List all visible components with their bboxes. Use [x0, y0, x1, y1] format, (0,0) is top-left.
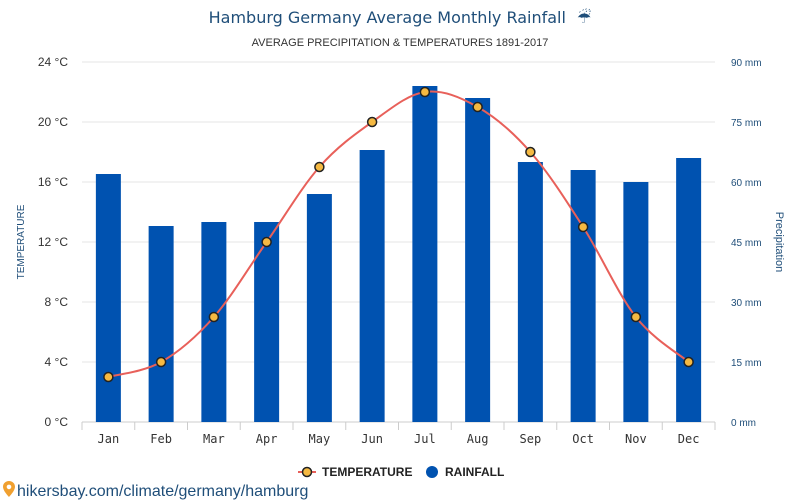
x-tick-label: May	[309, 432, 331, 446]
y-tick-label-left: 8 °C	[45, 295, 69, 309]
temperature-point[interactable]	[683, 356, 694, 368]
bar[interactable]	[306, 194, 332, 422]
y-axis-label-left: TEMPERATURE	[16, 204, 27, 279]
y-axis-left: 0 °C 4 °C 8 °C 12 °C 16 °C 20 °C 24 °C	[38, 55, 68, 429]
y-tick-label-left: 20 °C	[38, 115, 68, 129]
bar[interactable]	[623, 182, 649, 422]
y-tick-label-left: 24 °C	[38, 55, 68, 69]
y-tick-label-right: 0 mm	[731, 418, 756, 429]
map-pin-icon	[3, 481, 15, 497]
y-tick-label-left: 0 °C	[45, 415, 69, 429]
x-tick-label: Jan	[98, 432, 120, 446]
y-tick-label-right: 75 mm	[731, 118, 762, 129]
y-tick-label-right: 45 mm	[731, 238, 762, 249]
y-axis-label-right: Precipitation	[773, 212, 785, 273]
source-link[interactable]: hikersbay.com/climate/germany/hamburg	[3, 481, 308, 500]
bar[interactable]	[465, 98, 491, 422]
chart-title: Hamburg Germany Average Monthly Rainfall…	[209, 7, 592, 27]
y-tick-label-left: 4 °C	[45, 355, 69, 369]
y-tick-label-left: 12 °C	[38, 235, 68, 249]
legend-bar-swatch	[426, 466, 438, 478]
x-tick-label: Sep	[520, 432, 542, 446]
temperature-point[interactable]	[419, 86, 431, 98]
x-tick-label: Feb	[150, 432, 172, 446]
x-tick-label: Jun	[361, 432, 383, 446]
x-tick-label: Jul	[414, 432, 436, 446]
umbrella-icon: ☔	[577, 7, 591, 27]
temperature-point[interactable]	[366, 116, 378, 128]
rainfall-bars	[95, 86, 702, 422]
y-tick-label-right: 15 mm	[731, 358, 762, 369]
temperature-point[interactable]	[472, 101, 483, 113]
bar[interactable]	[570, 170, 596, 422]
temperature-point[interactable]	[630, 311, 642, 323]
y-tick-label-right: 60 mm	[731, 178, 762, 189]
x-tick-label: Dec	[678, 432, 700, 446]
legend-label-temperature: TEMPERATURE	[322, 465, 412, 479]
temperature-points	[103, 86, 694, 383]
legend-label-rainfall: RAINFALL	[445, 465, 504, 479]
temperature-point[interactable]	[314, 161, 325, 173]
temperature-point[interactable]	[103, 371, 114, 383]
chart-title-text: Hamburg Germany Average Monthly Rainfall	[209, 8, 566, 27]
y-axis-right: 0 mm 15 mm 30 mm 45 mm 60 mm 75 mm 90 mm	[731, 58, 762, 429]
legend-item-temperature[interactable]: TEMPERATURE	[298, 465, 412, 479]
chart-subtitle: AVERAGE PRECIPITATION & TEMPERATURES 189…	[252, 37, 549, 49]
bar[interactable]	[517, 162, 543, 422]
bar[interactable]	[95, 174, 121, 422]
x-tick-label: Oct	[572, 432, 594, 446]
x-tick-label: Mar	[203, 432, 225, 446]
grid-lines	[82, 61, 715, 423]
legend-item-rainfall[interactable]: RAINFALL	[426, 465, 504, 479]
y-tick-label-right: 30 mm	[731, 298, 762, 309]
bar[interactable]	[148, 226, 174, 422]
bar[interactable]	[359, 150, 385, 422]
temperature-point[interactable]	[525, 146, 536, 158]
bar[interactable]	[412, 86, 438, 422]
y-tick-label-right: 90 mm	[731, 58, 762, 69]
bar[interactable]	[254, 222, 280, 422]
x-tick-label: Nov	[625, 432, 647, 446]
temperature-point[interactable]	[208, 311, 220, 323]
legend: TEMPERATURE RAINFALL	[298, 465, 504, 479]
y-tick-label-left: 16 °C	[38, 175, 68, 189]
x-axis: Jan Feb Mar Apr May Jun Jul Aug Sep Oct Nov Dec	[81, 422, 716, 446]
temperature-point[interactable]	[155, 356, 167, 368]
x-tick-label: Apr	[256, 432, 278, 446]
x-tick-label: Aug	[467, 432, 489, 446]
temperature-point[interactable]	[577, 221, 589, 233]
bar[interactable]	[676, 158, 702, 422]
temperature-line	[108, 90, 690, 378]
temperature-line-path	[108, 90, 690, 378]
temperature-point[interactable]	[261, 236, 272, 248]
legend-marker-swatch	[301, 466, 313, 478]
source-link-text[interactable]: hikersbay.com/climate/germany/hamburg	[17, 483, 308, 500]
